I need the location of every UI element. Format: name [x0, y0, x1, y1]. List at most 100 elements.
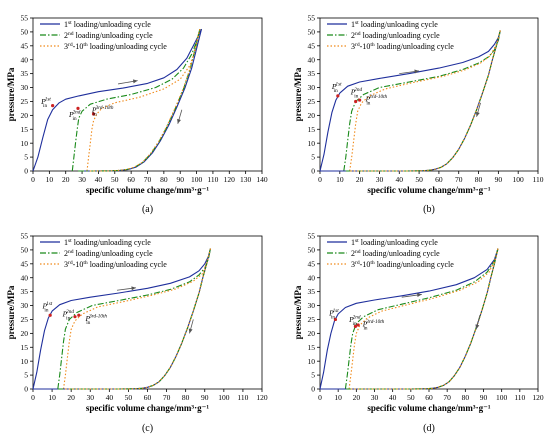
legend-entry-part: 1	[351, 238, 355, 247]
pin-subscript: in	[86, 320, 90, 326]
x-tick-label: 70	[163, 393, 171, 402]
x-tick-label: 70	[443, 393, 451, 402]
pin-subscript: in	[43, 103, 47, 109]
legend-entry-part: 2	[64, 249, 68, 258]
y-tick-label: 25	[21, 315, 29, 324]
legend-entry-part: -10	[73, 260, 84, 269]
direction-arrow-head	[475, 324, 480, 330]
pin-annotation: P1st in	[328, 308, 339, 321]
legend-entry: 1st loading/unloading cycle	[351, 20, 438, 29]
series-line-solid	[32, 28, 202, 172]
x-tick-label: 140	[256, 175, 268, 184]
legend-entry-part: rd	[68, 42, 73, 48]
x-tick-label: 20	[62, 175, 70, 184]
pin-superscript: 3rd-10th	[89, 313, 107, 319]
legend-entry: 1st loading/unloading cycle	[64, 20, 151, 29]
pin-annotation: P2nd in	[62, 309, 75, 322]
legend-entry: 3rd-10th loading/unloading cycle	[64, 260, 167, 269]
pin-annotation: P3rd-10th in	[362, 319, 385, 332]
x-tick-label: 120	[256, 393, 268, 402]
inflection-marker	[356, 323, 360, 327]
legend-entry-part: loading/unloading cycle	[359, 238, 439, 247]
y-tick-label: 35	[21, 69, 29, 78]
x-tick-label: 110	[207, 175, 218, 184]
legend-entry-part: loading/unloading cycle	[359, 20, 439, 29]
pin-symbol: P	[91, 106, 97, 115]
pin-superscript: 2nd	[66, 309, 74, 315]
y-tick-label: 5	[24, 371, 28, 380]
x-tick-label: 40	[95, 175, 103, 184]
x-tick-label: 60	[127, 175, 135, 184]
y-tick-label: 20	[21, 111, 29, 120]
x-tick-label: 90	[201, 393, 209, 402]
pin-symbol: P	[84, 314, 90, 323]
pin-annotation: P3rd-10th in	[365, 94, 388, 107]
legend-entry-part: rd	[355, 260, 360, 266]
x-tick-label: 110	[237, 393, 248, 402]
x-tick-label: 80	[182, 393, 190, 402]
y-tick-label: 0	[311, 167, 315, 176]
pin-subscript: in	[363, 325, 367, 331]
series-line-solid	[33, 248, 212, 390]
pin-symbol: P	[40, 97, 46, 106]
pin-annotation: P2nd in	[350, 87, 363, 100]
pin-subscript: in	[334, 88, 338, 94]
x-tick-label: 40	[106, 393, 114, 402]
pin-symbol: P	[350, 88, 356, 97]
pin-subscript: in	[366, 100, 370, 106]
y-tick-label: 45	[21, 41, 29, 50]
x-tick-label: 60	[435, 175, 443, 184]
y-tick-label: 50	[308, 28, 316, 37]
inflection-marker	[48, 313, 52, 317]
legend-entry-part: 2	[64, 31, 68, 40]
legend-entry-part: loading/unloading cycle	[88, 260, 168, 269]
pin-annotation: P3rd-10th in	[91, 105, 114, 118]
y-tick-label: 10	[308, 357, 316, 366]
y-tick-label: 35	[308, 69, 316, 78]
series-line-dotted	[86, 29, 201, 172]
panel-a: 0 10 20 30 40 50 60 70 80 90 100 110 120 130 140051015…	[6, 14, 268, 215]
series-line-dotted	[349, 30, 501, 172]
y-tick-label: 35	[21, 287, 29, 296]
legend-entry-part: -10	[360, 260, 371, 269]
x-tick-label: 90	[495, 175, 503, 184]
y-tick-label: 45	[308, 41, 316, 50]
legend-entry-part: loading/unloading cycle	[72, 20, 152, 29]
y-tick-label: 30	[21, 83, 29, 92]
x-tick-label: 100	[513, 175, 525, 184]
y-tick-label: 50	[21, 28, 29, 37]
pin-superscript: 1st	[46, 301, 53, 307]
legend-entry-part: 3	[64, 260, 68, 269]
x-tick-label: 50	[111, 175, 119, 184]
x-tick-label: 100	[191, 175, 203, 184]
legend-entry-part: 1	[64, 238, 68, 247]
y-axis-label: pressure/MPa	[293, 67, 303, 121]
legend-entry: 3rd-10th loading/unloading cycle	[64, 42, 167, 51]
x-tick-label: 10	[336, 175, 344, 184]
y-tick-label: 0	[24, 385, 28, 394]
y-tick-label: 15	[308, 343, 316, 352]
x-tick-label: 0	[31, 175, 35, 184]
plot-frame	[319, 235, 539, 390]
pin-annotation: P1st in	[42, 301, 53, 314]
x-tick-label: 30	[78, 175, 86, 184]
y-tick-label: 20	[308, 329, 316, 338]
pin-symbol: P	[362, 319, 368, 328]
x-tick-label: 80	[160, 175, 168, 184]
legend-entry-part: st	[68, 238, 72, 244]
series-line-dashdot	[343, 30, 501, 172]
direction-arrow-head	[188, 328, 193, 334]
pin-subscript: in	[44, 307, 48, 313]
y-tick-label: 45	[308, 259, 316, 268]
legend-entry-part: 1	[64, 20, 68, 29]
pin-superscript: 1st	[45, 97, 52, 103]
legend-entry-part: th	[370, 42, 375, 48]
pin-subscript: in	[66, 316, 70, 322]
pin-symbol: P	[348, 315, 354, 324]
legend-entry-part: loading/unloading cycle	[375, 260, 455, 269]
inflection-marker	[353, 324, 358, 329]
x-tick-label: 10	[334, 393, 342, 402]
y-tick-label: 25	[308, 97, 316, 106]
